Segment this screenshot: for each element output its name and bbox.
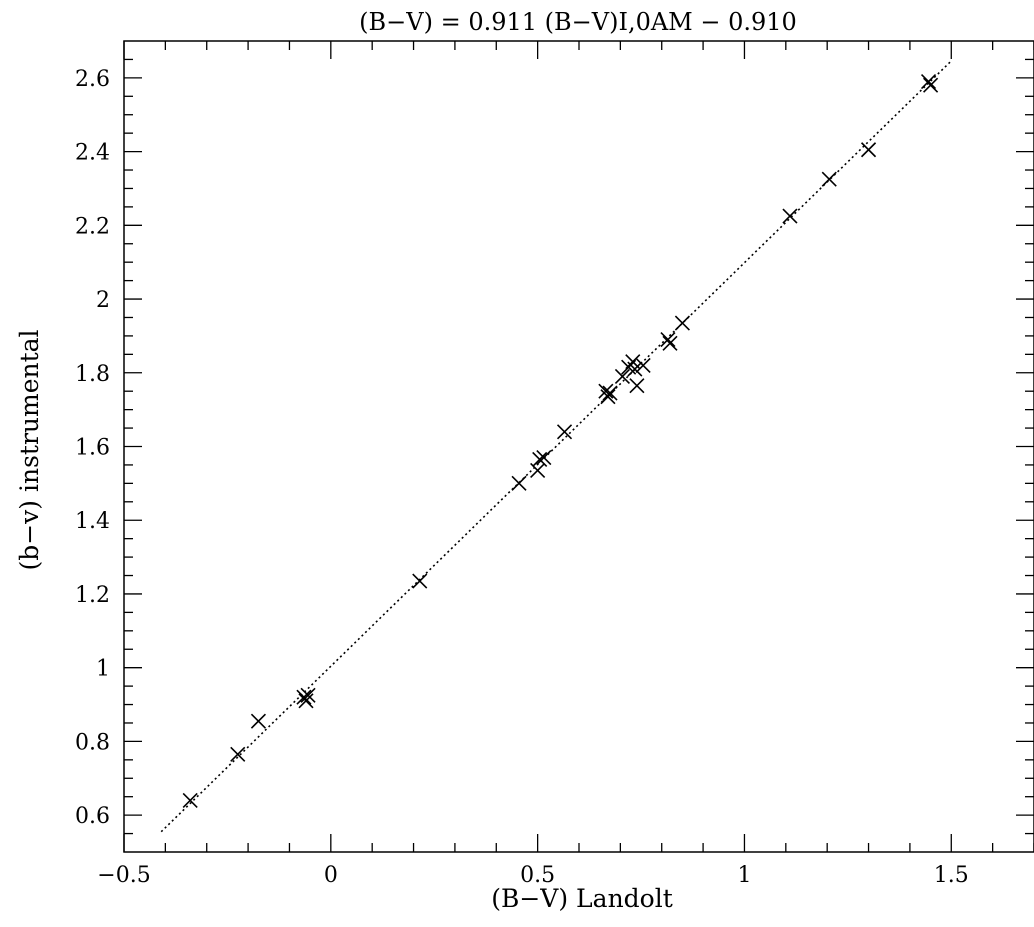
data-point — [662, 335, 678, 351]
y-tick-label: 1 — [96, 657, 110, 682]
data-point-stroke — [662, 335, 678, 351]
data-point-stroke — [660, 332, 676, 348]
data-point-stroke — [821, 171, 837, 187]
data-point-stroke — [298, 693, 314, 709]
data-point-stroke — [511, 475, 527, 491]
data-point — [674, 315, 690, 331]
x-tick-label: 0.5 — [520, 863, 555, 888]
data-point — [923, 77, 939, 93]
data-point-stroke — [598, 383, 614, 399]
plot-frame — [123, 40, 1034, 853]
axis-ticks — [123, 41, 1034, 852]
y-tick-label: 1.8 — [75, 362, 110, 387]
data-point — [250, 713, 266, 729]
y-tick-label: 0.6 — [75, 804, 110, 829]
data-point-stroke — [230, 746, 246, 762]
data-point-stroke — [296, 689, 312, 705]
y-tick-label: 2.4 — [75, 141, 110, 166]
data-point-stroke — [782, 208, 798, 224]
data-point-stroke — [635, 357, 651, 373]
data-point-stroke — [300, 687, 316, 703]
x-tick-label: 1.5 — [934, 863, 969, 888]
data-point — [821, 171, 837, 187]
data-point — [296, 689, 312, 705]
data-point — [230, 746, 246, 762]
data-point — [920, 73, 937, 90]
data-point-stroke — [532, 451, 548, 467]
data-point-stroke — [627, 361, 643, 377]
data-point — [860, 142, 877, 158]
x-tick-label: 1 — [737, 863, 751, 888]
data-point — [532, 451, 548, 467]
data-point — [602, 385, 618, 401]
data-point — [598, 383, 614, 399]
data-point-stroke — [250, 713, 266, 729]
data-point-stroke — [923, 77, 939, 93]
x-axis-label: (B−V) Landolt — [491, 884, 673, 913]
data-point — [298, 693, 314, 709]
data-point-stroke — [530, 462, 546, 479]
data-point — [182, 792, 198, 808]
data-point-stroke — [412, 573, 428, 589]
fit-line-group — [160, 60, 952, 833]
data-point-stroke — [602, 385, 618, 401]
y-tick-label: 0.8 — [75, 730, 110, 755]
x-tick-label: 0 — [324, 863, 338, 888]
y-tick-label: 1.6 — [75, 436, 110, 461]
data-point — [614, 368, 630, 385]
data-point — [536, 449, 552, 466]
y-tick-label: 2.2 — [75, 214, 110, 239]
axis-tick-labels: −0.5 0 0.5 1 1.5 0.6 0.8 1 1.2 1.4 1.6 1.8 2 2.2 2.4 2.… — [75, 67, 969, 888]
data-point — [511, 475, 527, 491]
y-tick-label: 2 — [96, 288, 110, 313]
data-point — [600, 389, 616, 405]
data-point — [556, 424, 573, 440]
y-tick-label: 1.4 — [75, 509, 110, 534]
fit-line — [160, 60, 952, 833]
data-point — [782, 208, 798, 224]
data-points — [182, 73, 939, 808]
data-point-stroke — [600, 389, 616, 405]
data-point-stroke — [860, 142, 877, 158]
data-point — [300, 687, 316, 703]
data-point — [660, 332, 676, 348]
x-tick-label: −0.5 — [97, 863, 150, 888]
data-point-stroke — [536, 449, 552, 466]
y-tick-label: 2.6 — [75, 67, 110, 92]
data-point-stroke — [629, 378, 645, 394]
data-point — [635, 357, 651, 373]
data-point — [627, 361, 643, 377]
data-point-stroke — [674, 315, 690, 331]
y-axis-label: (b−v) instrumental — [15, 329, 44, 570]
y-tick-label: 1.2 — [75, 583, 110, 608]
data-point-stroke — [614, 368, 630, 385]
data-point — [629, 378, 645, 394]
data-point — [412, 573, 428, 589]
data-point-stroke — [556, 424, 573, 440]
data-point-stroke — [625, 354, 641, 370]
data-point-stroke — [182, 792, 198, 808]
chart-title: (B−V) = 0.911 (B−V)I,0AM − 0.910 — [359, 8, 797, 36]
data-point-stroke — [920, 73, 937, 90]
